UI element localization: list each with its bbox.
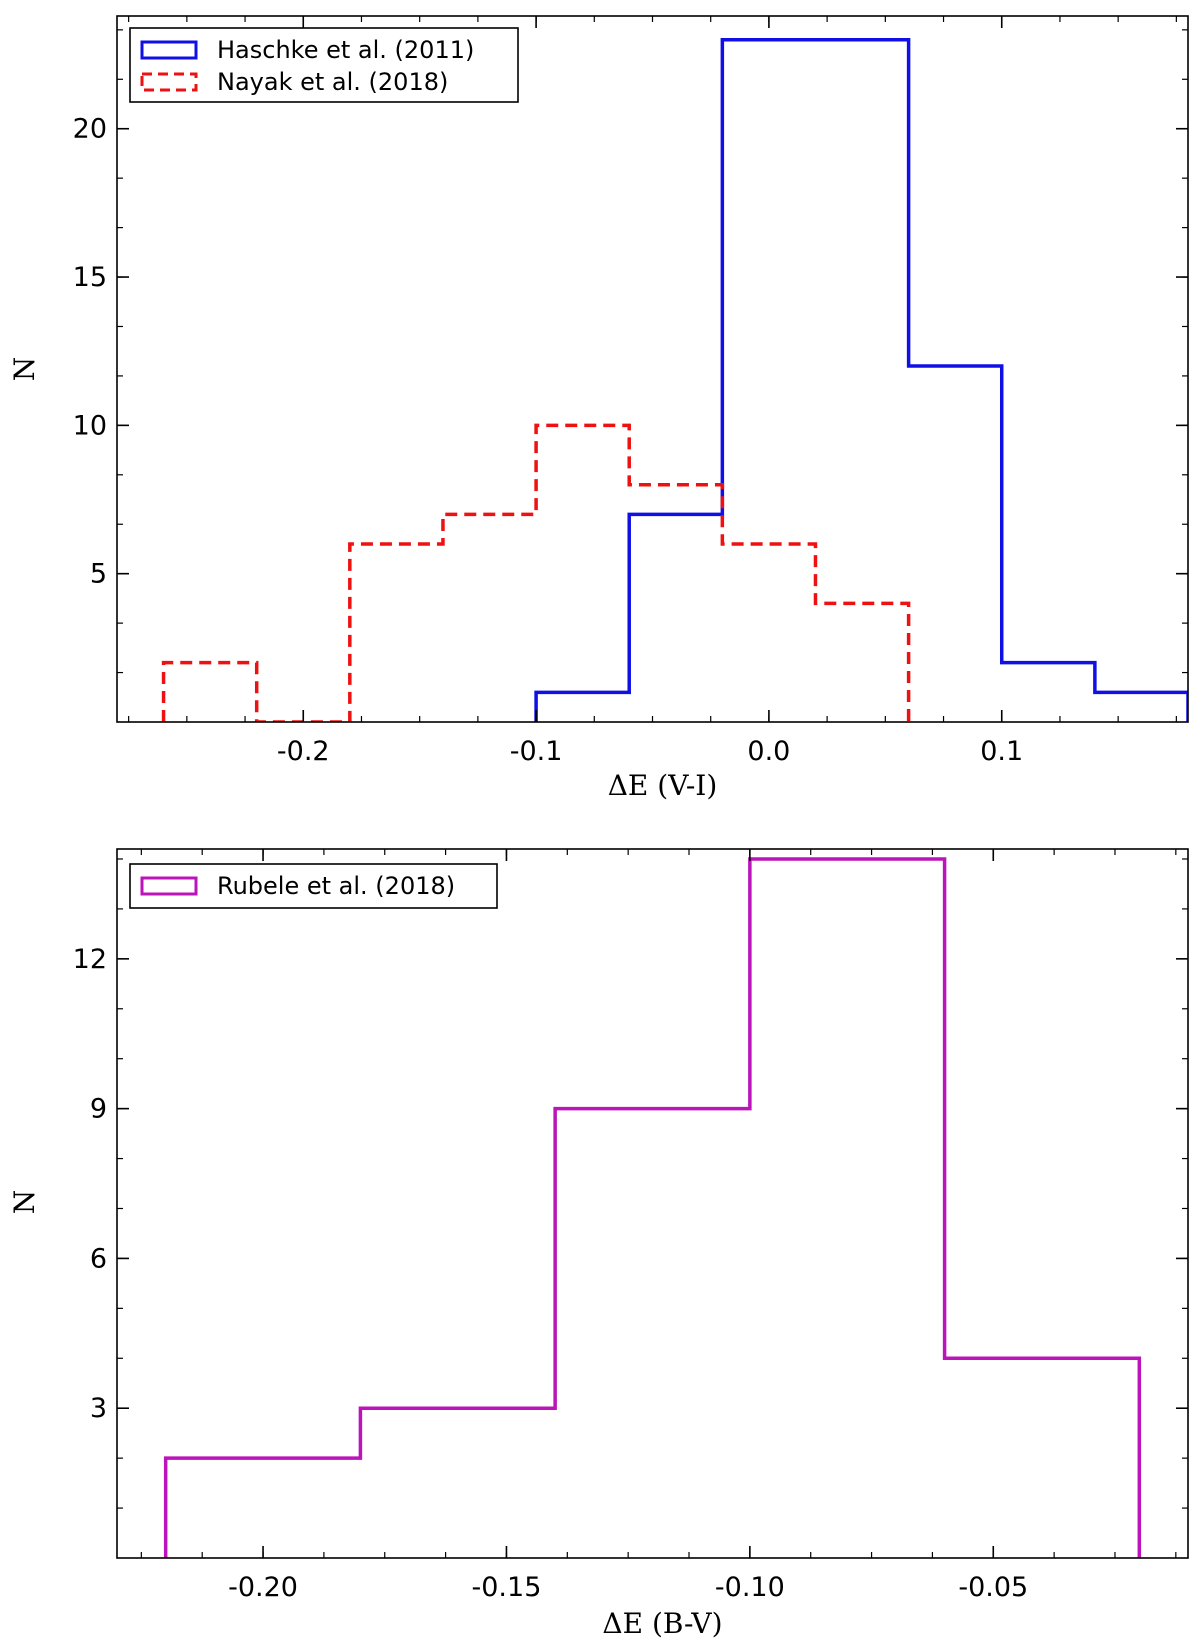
x-axis-label: ΔE (V-I)	[608, 769, 718, 802]
y-tick-label: 5	[90, 559, 107, 590]
plot-frame	[116, 15, 1189, 723]
y-tick-label: 10	[73, 410, 107, 441]
y-tick-label: 12	[73, 944, 107, 975]
x-tick-label: 0.0	[747, 736, 790, 767]
plot-frame	[116, 848, 1189, 1559]
legend: Rubele et al. (2018)	[129, 863, 498, 909]
legend: Haschke et al. (2011) Nayak et al. (2018)	[129, 27, 519, 103]
x-tick-label: -0.2	[277, 736, 330, 767]
y-tick-label: 3	[90, 1393, 107, 1424]
legend-box	[129, 863, 498, 909]
chart-panel-1: -0.2 -0.1 0.0 0.1 5 10 15 20 ΔE (V-I) N Haschke et…	[8, 15, 1189, 802]
y-axis-label: N	[8, 357, 41, 382]
y-tick-label: 9	[90, 1094, 107, 1125]
y-axis-label: N	[8, 1190, 41, 1215]
y-tick-label: 15	[73, 262, 107, 293]
x-tick-label: -0.15	[472, 1572, 542, 1603]
histogram-series-1	[534, 37, 1188, 722]
x-axis-label: ΔE (B-V)	[602, 1607, 722, 1640]
x-tick-label: -0.20	[228, 1572, 298, 1603]
legend-label-2: Nayak et al. (2018)	[217, 68, 448, 96]
x-tick-label: -0.1	[510, 736, 563, 767]
y-tick-label: 20	[73, 114, 107, 145]
x-tick-label: -0.10	[715, 1572, 785, 1603]
x-tick-label: 0.1	[980, 736, 1023, 767]
legend-label-1: Haschke et al. (2011)	[217, 36, 474, 64]
legend-label-1: Rubele et al. (2018)	[217, 872, 455, 900]
y-tick-label: 6	[90, 1243, 107, 1274]
legend-swatch-1	[140, 876, 198, 896]
legend-swatch-1	[140, 40, 198, 60]
chart-panel-2: -0.20 -0.15 -0.10 -0.05 3 6 9 12 ΔE (B-V) N Rubele…	[8, 848, 1189, 1640]
histogram-series-2	[161, 423, 911, 722]
histogram-series-1	[163, 857, 1142, 1558]
x-tick-label: -0.05	[958, 1572, 1028, 1603]
legend-swatch-2	[140, 72, 198, 92]
